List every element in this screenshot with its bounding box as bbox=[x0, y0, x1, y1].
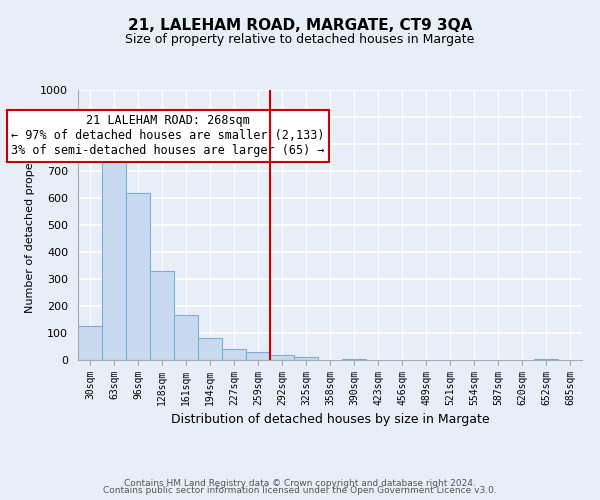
Text: Contains public sector information licensed under the Open Government Licence v3: Contains public sector information licen… bbox=[103, 486, 497, 495]
Text: 21 LALEHAM ROAD: 268sqm
← 97% of detached houses are smaller (2,133)
3% of semi-: 21 LALEHAM ROAD: 268sqm ← 97% of detache… bbox=[11, 114, 325, 158]
Bar bbox=[174, 316, 198, 360]
Text: 21, LALEHAM ROAD, MARGATE, CT9 3QA: 21, LALEHAM ROAD, MARGATE, CT9 3QA bbox=[128, 18, 472, 32]
Text: Size of property relative to detached houses in Margate: Size of property relative to detached ho… bbox=[125, 32, 475, 46]
X-axis label: Distribution of detached houses by size in Margate: Distribution of detached houses by size … bbox=[170, 414, 490, 426]
Bar bbox=[150, 271, 174, 360]
Bar bbox=[342, 358, 366, 360]
Text: Contains HM Land Registry data © Crown copyright and database right 2024.: Contains HM Land Registry data © Crown c… bbox=[124, 478, 476, 488]
Y-axis label: Number of detached properties: Number of detached properties bbox=[25, 138, 35, 312]
Bar bbox=[246, 352, 270, 360]
Bar bbox=[126, 192, 150, 360]
Bar bbox=[78, 326, 102, 360]
Bar bbox=[270, 354, 294, 360]
Bar bbox=[198, 338, 222, 360]
Bar bbox=[534, 358, 558, 360]
Bar bbox=[102, 144, 126, 360]
Bar bbox=[222, 349, 246, 360]
Bar bbox=[294, 358, 318, 360]
